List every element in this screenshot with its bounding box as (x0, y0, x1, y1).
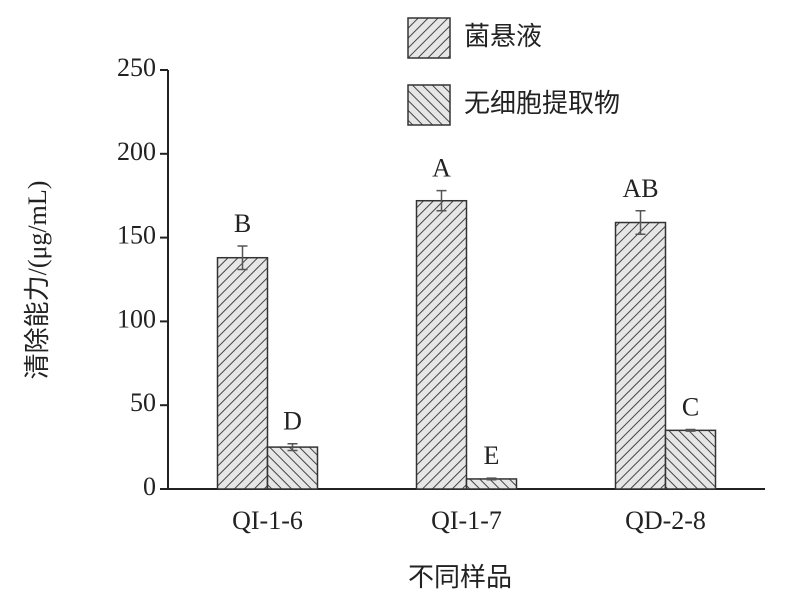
y-tick-label: 250 (117, 53, 156, 82)
bar (216, 256, 269, 490)
x-tick-label: QD-2-8 (625, 506, 706, 535)
error-bar (287, 442, 298, 452)
bar (664, 429, 717, 490)
y-axis-title: 清除能力/(μg/mL) (23, 181, 52, 380)
significance-letter: B (234, 209, 251, 238)
significance-letter: AB (622, 174, 658, 203)
legend-label: 无细胞提取物 (464, 89, 620, 118)
error-bar (685, 428, 696, 432)
bar (415, 199, 468, 490)
significance-letter: A (432, 154, 451, 183)
significance-letter: E (484, 441, 500, 470)
y-tick-label: 0 (143, 472, 156, 501)
significance-letter: D (283, 407, 302, 436)
error-bar (486, 477, 497, 481)
y-tick-label: 150 (117, 221, 156, 250)
error-bar (237, 245, 248, 271)
bar (266, 446, 319, 490)
y-tick-label: 200 (117, 137, 156, 166)
x-tick-label: QI-1-7 (431, 506, 502, 535)
y-tick-label: 50 (130, 388, 156, 417)
error-bar (635, 210, 646, 235)
x-axis-title: 不同样品 (408, 563, 512, 592)
significance-letter: C (682, 392, 699, 421)
y-tick-label: 100 (117, 304, 156, 333)
x-tick-label: QI-1-6 (232, 506, 303, 535)
legend-swatch (407, 17, 451, 59)
bar (614, 221, 667, 490)
legend-label: 菌悬液 (464, 22, 542, 51)
legend-swatch (407, 84, 451, 126)
error-bar (436, 189, 447, 212)
